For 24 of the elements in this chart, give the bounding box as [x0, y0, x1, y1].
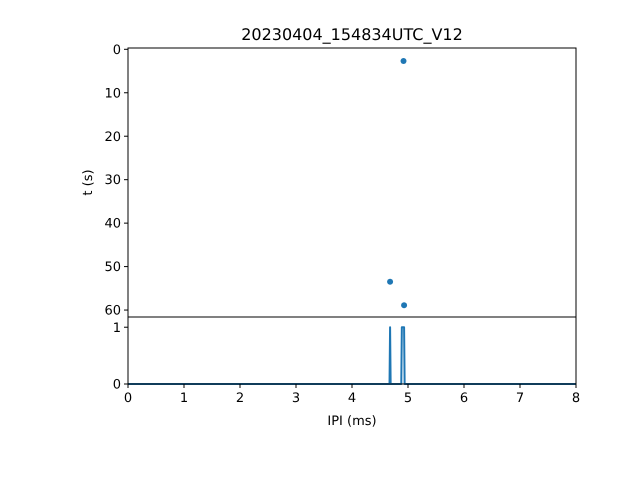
x-axis-title: IPI (ms)	[327, 414, 377, 429]
x-tick-label: 0	[124, 391, 132, 406]
y-axis-title: t (s)	[81, 169, 96, 196]
y-tick-label: 30	[104, 173, 121, 188]
x-tick-label: 7	[516, 391, 524, 406]
point	[401, 302, 408, 308]
x-tick-label: 3	[292, 391, 300, 406]
y-tick-label: 0	[112, 378, 121, 393]
y-tick-label: 40	[104, 216, 121, 232]
x-tick-label: 1	[180, 391, 188, 406]
y-tick-label: 20	[104, 130, 121, 145]
point	[387, 278, 394, 285]
x-tick-label: 6	[460, 391, 468, 406]
x-tick-label: 4	[348, 391, 356, 406]
y-tick-label: 10	[104, 86, 121, 102]
x-tick-label: 5	[404, 391, 412, 406]
y-tick-label: 60	[104, 304, 121, 319]
y-tick-label: 1	[112, 320, 121, 336]
point	[400, 58, 407, 64]
x-tick-label: 8	[572, 391, 580, 406]
y-tick-label: 50	[104, 260, 121, 276]
x-tick-label: 2	[236, 391, 244, 406]
y-tick-label: 0	[112, 42, 121, 58]
chart-title: 20230404_154834UTC_V12	[241, 25, 463, 44]
